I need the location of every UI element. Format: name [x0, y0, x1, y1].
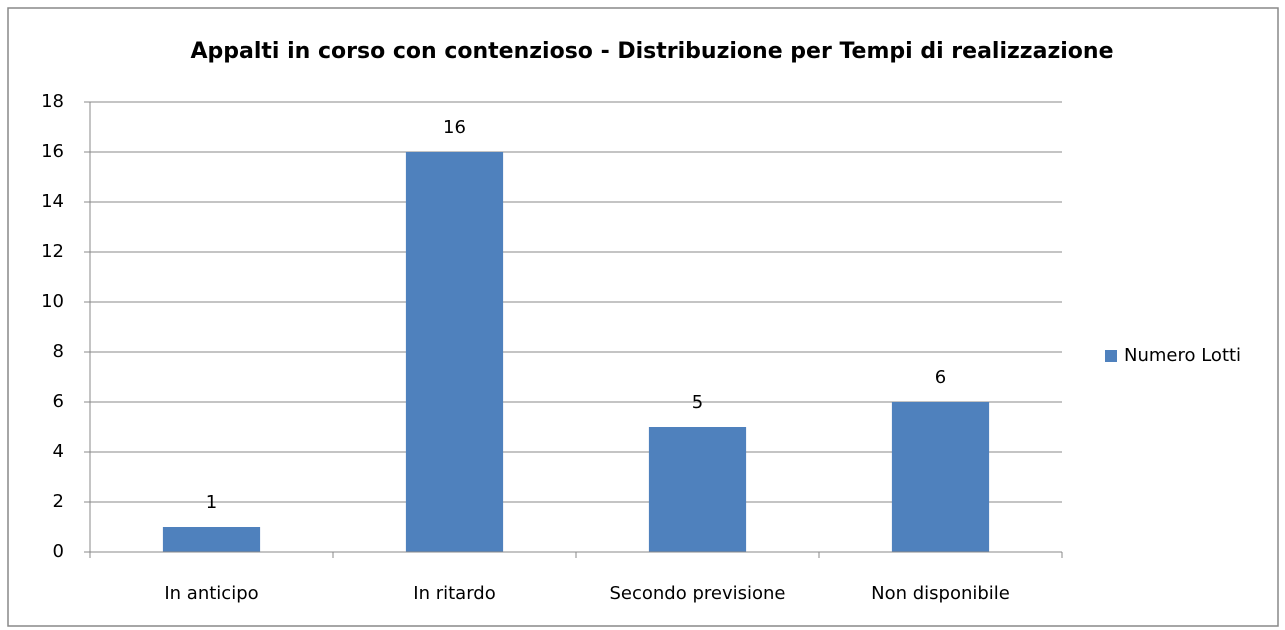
y-tick-label: 14 [41, 191, 64, 212]
data-label: 16 [443, 117, 466, 138]
x-tick-label: Secondo previsione [609, 583, 785, 604]
bar [648, 427, 747, 552]
data-label: 1 [206, 492, 217, 513]
y-tick-label: 12 [41, 241, 64, 262]
y-tick-label: 10 [41, 291, 64, 312]
chart-frame [7, 7, 1279, 627]
chart-title: Appalti in corso con contenzioso - Distr… [191, 39, 1114, 64]
bar [405, 152, 504, 552]
x-tick-label: In anticipo [164, 583, 258, 604]
x-tick-label: In ritardo [413, 583, 495, 604]
bar [162, 527, 261, 552]
y-tick-label: 18 [41, 91, 64, 112]
y-tick-label: 0 [53, 541, 64, 562]
legend-label: Numero Lotti [1124, 345, 1241, 366]
bar [891, 402, 990, 552]
x-tick-label: Non disponibile [871, 583, 1010, 604]
legend-swatch [1105, 350, 1117, 362]
data-label: 6 [935, 367, 946, 388]
y-tick-label: 8 [53, 341, 64, 362]
y-tick-label: 2 [53, 491, 64, 512]
y-tick-label: 6 [53, 391, 64, 412]
y-tick-label: 16 [41, 141, 64, 162]
data-label: 5 [692, 392, 703, 413]
y-tick-label: 4 [53, 441, 64, 462]
